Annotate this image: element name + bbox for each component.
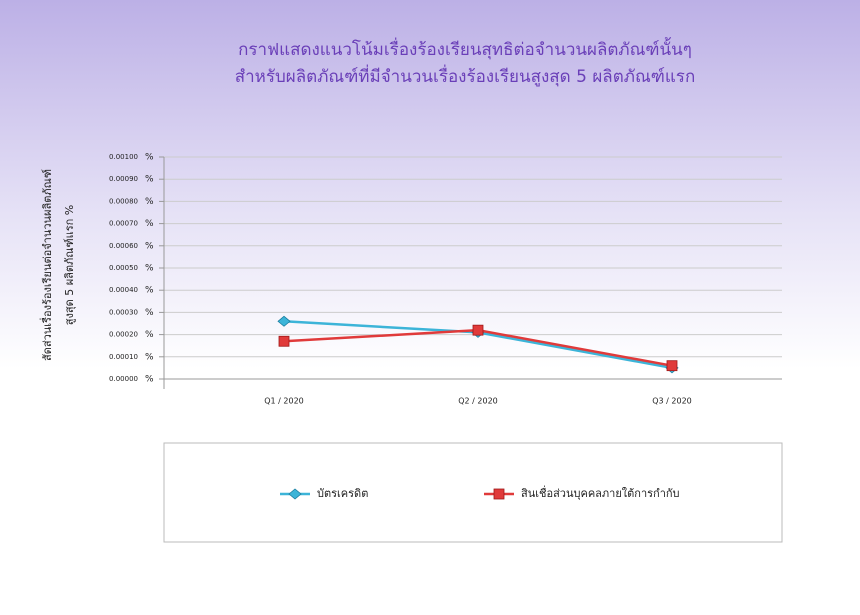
y-tick-unit: % (145, 330, 154, 340)
y-tick-label: 0.00000 (109, 375, 138, 383)
y-axis-label: สูงสุด 5 ผลิตภัณฑ์แรก % (63, 205, 76, 325)
y-tick-label: 0.00040 (109, 286, 138, 294)
legend-label: สินเชื่อส่วนบุคคลภายใต้การกำกับ (521, 485, 680, 500)
y-tick-unit: % (145, 352, 154, 362)
y-tick-label: 0.00100 (109, 153, 138, 161)
y-tick-label: 0.00060 (109, 242, 138, 250)
y-tick-label: 0.00070 (109, 220, 138, 228)
point (288, 488, 302, 500)
x-tick-label: Q2 / 2020 (458, 397, 498, 406)
y-tick-unit: % (145, 264, 154, 274)
point (493, 488, 505, 500)
y-tick-label: 0.00050 (109, 264, 138, 272)
chart-title: กราฟแสดงแนวโน้มเรื่องร้องเรียนสุทธิต่อจำ… (238, 37, 692, 60)
y-axis-label: สัดส่วนเรื่องร้องเรียนต่อจำนวนผลิตภัณฑ์ (39, 169, 54, 361)
y-tick-label: 0.00010 (109, 353, 138, 361)
y-tick-label: 0.00080 (109, 197, 138, 205)
point (472, 324, 484, 336)
y-tick-unit: % (145, 197, 154, 207)
x-tick-label: Q1 / 2020 (264, 397, 304, 406)
x-tick-label: Q3 / 2020 (652, 397, 692, 406)
y-tick-unit: % (145, 175, 154, 185)
y-tick-unit: % (145, 375, 154, 385)
legend-label: บัตรเครดิต (317, 487, 368, 500)
y-tick-label: 0.00090 (109, 175, 138, 183)
point (277, 315, 291, 327)
y-tick-unit: % (145, 308, 154, 318)
point (666, 360, 678, 372)
legend-box (163, 442, 783, 543)
y-tick-unit: % (145, 286, 154, 296)
y-tick-unit: % (145, 219, 154, 229)
chart-title: สำหรับผลิตภัณฑ์ที่มีจำนวนเรื่องร้องเรียน… (235, 64, 696, 87)
y-tick-label: 0.00030 (109, 308, 138, 316)
point (278, 335, 290, 347)
y-tick-unit: % (145, 241, 154, 251)
y-tick-unit: % (145, 153, 154, 163)
y-tick-label: 0.00020 (109, 331, 138, 339)
